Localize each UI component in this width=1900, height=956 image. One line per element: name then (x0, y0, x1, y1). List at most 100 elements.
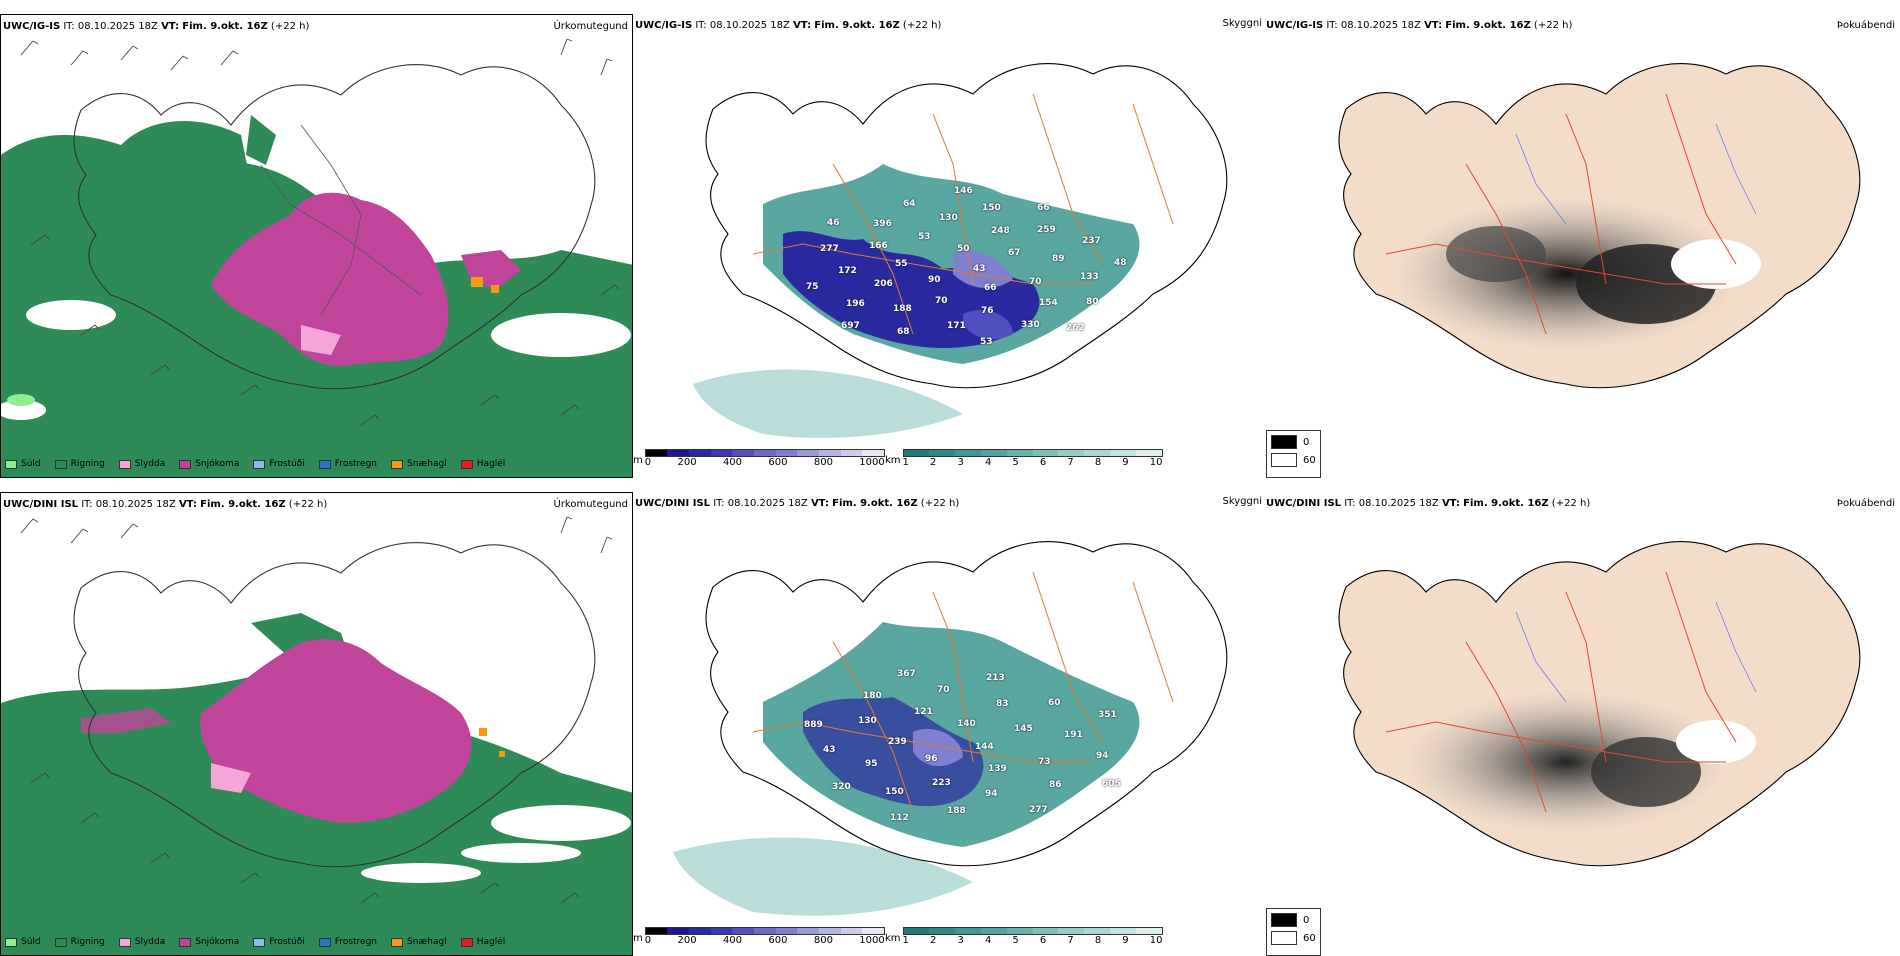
legend-label: Rigning (70, 937, 105, 947)
scale-tick-label: 5 (1012, 457, 1019, 468)
ceiling-value-label: 130 (939, 213, 958, 223)
legend-swatch (54, 459, 67, 469)
scale-cell (862, 928, 884, 934)
scale-cell (840, 450, 863, 456)
scale-tick-label: 2 (930, 457, 937, 468)
legend-swatch (118, 937, 131, 947)
ceiling-ticks: 0 200 400 600 800 1000 (645, 457, 885, 468)
ceiling-value-label: 95 (865, 759, 878, 769)
scale-tick-label: 1 (902, 457, 909, 468)
ceiling-value-label: 150 (982, 203, 1001, 213)
ceiling-unit: m (633, 933, 643, 944)
scale-cell (753, 928, 776, 934)
scale-cell (840, 928, 863, 934)
it-label: IT: (695, 20, 707, 31)
panel-header-bottom-left: UWC/DINI ISL IT: 08.10.2025 18Z VT: Fim.… (3, 499, 327, 510)
scale-cell (775, 450, 798, 456)
ceiling-value-label: 53 (980, 337, 993, 347)
scale-tick-label: 1000 (859, 935, 885, 946)
scale-cell (1084, 450, 1110, 456)
visibility-scale-cells (902, 449, 1163, 457)
ceiling-value-label: 53 (918, 232, 931, 242)
vt-value: Fim. 9.okt. 16Z (832, 498, 918, 509)
fog-legend-top: 0 60 (1266, 430, 1321, 478)
scale-cell (1135, 928, 1162, 934)
ceiling-value-label: 83 (996, 699, 1009, 709)
ceiling-value-label: 277 (1029, 805, 1048, 815)
it-value: 08.10.2025 18Z (1358, 498, 1439, 509)
precip-legend-bottom: Súld Rigning Slydda Snjókoma Frostúði Fr… (5, 937, 505, 947)
ceiling-value-label: 75 (806, 282, 819, 292)
legend-swatch (460, 937, 473, 947)
legend-item-sudl: Súld (5, 937, 41, 947)
legend-item-frostudi: Frostúði (253, 937, 305, 947)
ceiling-ticks: 0 200 400 600 800 1000 (645, 935, 885, 946)
ceiling-value-label: 96 (925, 754, 938, 764)
scale-tick-label: 8 (1094, 935, 1102, 946)
legend-label: Frostúði (269, 937, 305, 947)
ceiling-value-label: 367 (897, 669, 916, 679)
scale-tick-label: 9 (1122, 935, 1129, 946)
scale-cell (1135, 450, 1162, 456)
ceiling-value-label: 196 (846, 299, 865, 309)
scale-tick-label: 9 (1122, 457, 1129, 468)
scale-tick-label: 7 (1067, 935, 1074, 946)
scale-tick-label: 600 (768, 457, 788, 468)
fog-swatch-60 (1271, 453, 1297, 467)
lead-time: (+22 h) (1533, 20, 1573, 31)
legend-label: Snæhagl (407, 459, 447, 469)
ceiling-scale-bottom: m 0 200 400 600 800 1000 (633, 927, 885, 946)
legend-item-haglel: Haglél (460, 937, 505, 947)
scale-tick-label: 5 (1012, 935, 1019, 946)
legend-item-rigning: Rigning (54, 459, 105, 469)
scale-cell (980, 450, 1007, 456)
legend-item-frostudi: Frostúði (253, 459, 305, 469)
legend-swatch (5, 459, 17, 469)
ceiling-scale-cells (644, 449, 885, 457)
legend-swatch (391, 459, 404, 469)
legend-swatch (179, 459, 192, 469)
scale-cell (955, 928, 981, 934)
lead-time: (+22 h) (902, 20, 942, 31)
ceiling-value-label: 80 (1086, 297, 1099, 307)
scale-tick-label: 800 (813, 457, 833, 468)
precip-type-panel-top: UWC/IG-IS IT: 08.10.2025 18Z VT: Fim. 9.… (0, 14, 633, 478)
ceiling-value-label: 48 (1114, 258, 1127, 268)
ceiling-value-label: 43 (973, 264, 986, 274)
ceiling-value-label: 46 (827, 218, 840, 228)
scale-cell (645, 928, 668, 934)
scale-tick-label: 3 (957, 457, 964, 468)
scale-cell (1084, 928, 1110, 934)
fog-panel-top: UWC/IG-IS IT: 08.10.2025 18Z VT: Fim. 9.… (1266, 14, 1899, 478)
precip-type-map-bottom (1, 516, 632, 955)
ceiling-value-label: 66 (984, 283, 997, 293)
panel-header-bottom-right: UWC/DINI ISL IT: 08.10.2025 18Z VT: Fim.… (1266, 498, 1590, 509)
ceiling-value-label: 191 (1064, 730, 1083, 740)
legend-item-snjokoma: Snjókoma (179, 937, 239, 947)
fog-title: Þokuábendi (1836, 498, 1895, 509)
scale-cell (929, 450, 956, 456)
scale-tick-label: 0 (644, 935, 652, 946)
legend-item-slydda: Slydda (118, 459, 165, 469)
ceiling-value-label: 43 (823, 745, 836, 755)
fog-swatch-0 (1271, 913, 1297, 927)
scale-cell (1109, 450, 1136, 456)
ceiling-value-label: 213 (986, 673, 1005, 683)
precip-type-panel-bottom: UWC/DINI ISL IT: 08.10.2025 18Z VT: Fim.… (0, 492, 633, 956)
fog-label-0: 0 (1303, 436, 1310, 448)
legend-swatch (460, 459, 473, 469)
ceiling-value-label: 89 (1052, 254, 1065, 264)
scale-cell (710, 450, 733, 456)
legend-label: Snjókoma (195, 459, 240, 469)
ceiling-value-label: 67 (1008, 248, 1021, 258)
ceiling-value-label: 121 (914, 707, 933, 717)
fog-panel-bottom: UWC/DINI ISL IT: 08.10.2025 18Z VT: Fim.… (1266, 492, 1899, 956)
panel-header-bottom-middle: UWC/DINI ISL IT: 08.10.2025 18Z VT: Fim.… (635, 498, 959, 509)
scale-tick-label: 800 (813, 935, 833, 946)
ceiling-value-label: 133 (1080, 272, 1099, 282)
model-name: UWC/IG-IS (3, 21, 61, 32)
legend-swatch (5, 937, 17, 947)
visibility-unit: km (885, 455, 901, 466)
scale-cell (689, 450, 711, 456)
scale-tick-label: 1 (902, 935, 909, 946)
